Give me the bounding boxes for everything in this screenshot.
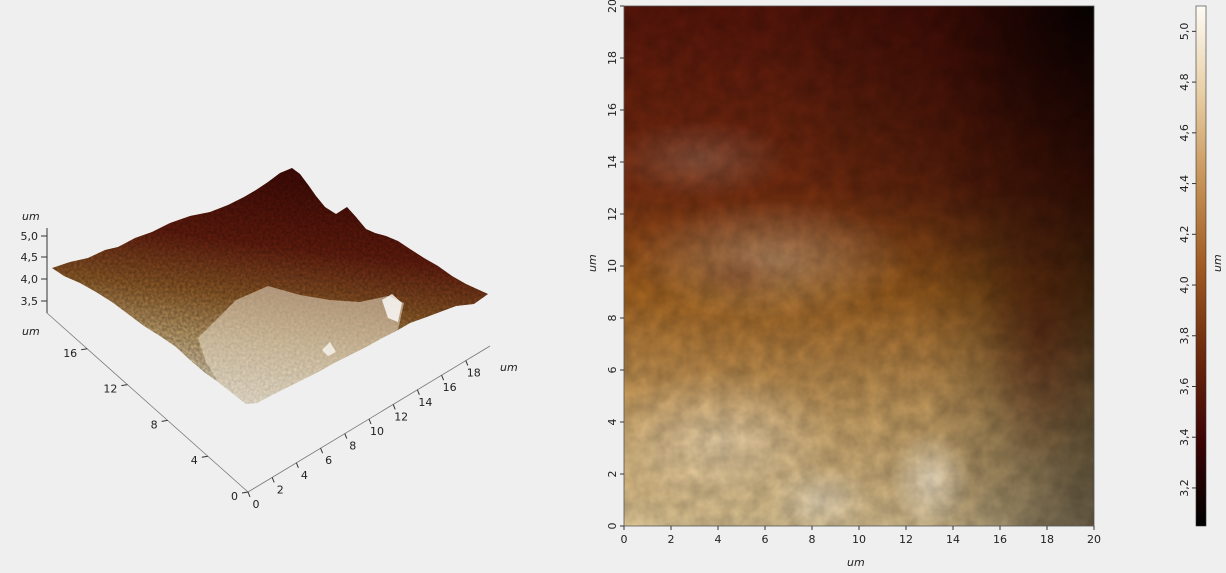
- y-axis-line: [46, 312, 249, 493]
- colorbar-tick-label: 4,4: [1178, 175, 1191, 193]
- x-tick-label-3d: 2: [277, 483, 284, 496]
- z-tick-labels: 5,0 4,5 4,0 3,5: [21, 230, 39, 308]
- heatmap-x-tick-label: 16: [993, 533, 1007, 546]
- y-tick-mark-3d: [241, 491, 249, 494]
- z-tick-label: 4,0: [21, 273, 39, 286]
- x-tick-mark-3d: [344, 433, 348, 439]
- heatmap-x-tick-labels: 0 2 4 6 8 10 12 14 16 18 20: [621, 526, 1101, 546]
- colorbar-tick-label: 3,8: [1178, 327, 1191, 345]
- heatmap-y-tick-label: 0: [606, 523, 619, 530]
- x-tick-mark-3d: [392, 404, 396, 410]
- colorbar: 3,2 3,4 3,6 3,8 4,0 4,2 4,4 4,6 4,8 5,0 um: [1178, 5, 1224, 527]
- heatmap-y-tick-label: 2: [606, 471, 619, 478]
- heatmap-y-tick-label: 12: [606, 207, 619, 221]
- colorbar-tick-label: 5,0: [1178, 23, 1191, 40]
- x-tick-label-3d: 8: [349, 440, 356, 453]
- colorbar-tick-label: 4,6: [1178, 124, 1191, 142]
- colorbar-tick-label: 3,2: [1178, 479, 1191, 497]
- heatmap-x-tick-label: 8: [809, 533, 816, 546]
- x-tick-mark-3d: [441, 375, 445, 381]
- x-tick-label-3d: 0: [253, 498, 260, 511]
- colorbar-scale: [1195, 5, 1207, 527]
- z-tick-label: 4,5: [21, 251, 39, 264]
- heatmap-y-tick-labels: 0 2 4 6 8 10 12 14 16 18 20: [606, 0, 624, 530]
- heatmap-y-tick-label: 16: [606, 103, 619, 117]
- heatmap-y-tick-label: 18: [606, 51, 619, 65]
- heatmap-x-tick-label: 0: [621, 533, 628, 546]
- y-tick-mark-3d: [161, 419, 168, 422]
- heatmap-y-tick-label: 8: [606, 315, 619, 322]
- heatmap-y-unit: um: [586, 254, 599, 272]
- heatmap-y-tick-label: 20: [606, 0, 619, 13]
- heatmap-image: [624, 6, 1094, 526]
- heatmap-y-tick-label: 14: [606, 155, 619, 169]
- heatmap-x-unit: um: [847, 556, 865, 569]
- heatmap-x-tick-label: 6: [762, 533, 769, 546]
- z-unit-label: um: [22, 210, 40, 223]
- y-tick-label-3d: 16: [63, 347, 77, 360]
- x-tick-mark-3d: [320, 448, 324, 454]
- colorbar-tick-label: 3,6: [1178, 378, 1191, 396]
- y-tick-mark-3d: [81, 348, 88, 351]
- heatmap-y-tick-label: 4: [606, 419, 619, 426]
- surface-highlight: [198, 286, 404, 404]
- colorbar-tick-label: 4,8: [1178, 73, 1191, 91]
- y-tick-label-3d: 8: [151, 418, 158, 431]
- y-tick-labels-3d: 0 4 8 12 16: [63, 347, 249, 503]
- y-tick-mark-3d: [201, 455, 208, 458]
- x-tick-label-3d: 16: [443, 381, 457, 394]
- heatmap-y-tick-label: 10: [606, 259, 619, 273]
- surface-3d-panel: 5,0 4,5 4,0 3,5 um um 0 4 8 12 16 0 2 4 6 8 10 12 14 16…: [21, 168, 518, 511]
- x-tick-label-3d: 18: [467, 367, 481, 380]
- x-tick-mark-3d: [416, 389, 420, 395]
- heatmap-x-tick-label: 10: [852, 533, 866, 546]
- heatmap-y-tick-label: 6: [606, 367, 619, 374]
- heatmap-x-tick-label: 20: [1087, 533, 1101, 546]
- x-tick-labels-3d: 0 2 4 6 8 10 12 14 16 18: [247, 360, 481, 511]
- heatmap-x-tick-label: 12: [899, 533, 913, 546]
- heatmap-x-tick-label: 2: [668, 533, 675, 546]
- colorbar-tick-labels: 3,2 3,4 3,6 3,8 4,0 4,2 4,4 4,6 4,8 5,0: [1178, 23, 1196, 497]
- z-tick-label: 5,0: [21, 230, 39, 243]
- colorbar-unit: um: [1211, 254, 1224, 272]
- surface-texture: [52, 168, 488, 404]
- heatmap-x-tick-label: 4: [715, 533, 722, 546]
- x-tick-label-3d: 12: [394, 410, 408, 423]
- z-axis-base-unit: um: [22, 325, 40, 338]
- x-tick-label-3d: 4: [301, 469, 308, 482]
- x-unit-label-3d: um: [500, 361, 518, 374]
- x-tick-label-3d: 10: [370, 425, 384, 438]
- y-tick-mark-3d: [121, 384, 128, 387]
- y-tick-label-3d: 0: [231, 490, 238, 503]
- x-tick-mark-3d: [295, 462, 299, 468]
- colorbar-tick-label: 3,4: [1178, 428, 1191, 446]
- x-tick-label-3d: 6: [325, 454, 332, 467]
- x-tick-mark-3d: [247, 491, 251, 498]
- z-tick-label: 3,5: [21, 295, 39, 308]
- y-tick-label-3d: 12: [103, 383, 117, 396]
- x-tick-mark-3d: [368, 418, 372, 425]
- heatmap-panel: 0 2 4 6 8 10 12 14 16 18 20 0 2 4 6 8 10 12 14 16 18 20 um u…: [586, 0, 1101, 569]
- heatmap-x-tick-label: 14: [946, 533, 960, 546]
- x-tick-mark-3d: [271, 477, 275, 483]
- x-tick-label-3d: 14: [418, 396, 432, 409]
- y-tick-label-3d: 4: [191, 454, 198, 467]
- x-tick-mark-3d: [465, 360, 469, 366]
- colorbar-tick-label: 4,2: [1178, 226, 1191, 244]
- colorbar-tick-label: 4,0: [1178, 276, 1191, 294]
- heatmap-x-tick-label: 18: [1040, 533, 1054, 546]
